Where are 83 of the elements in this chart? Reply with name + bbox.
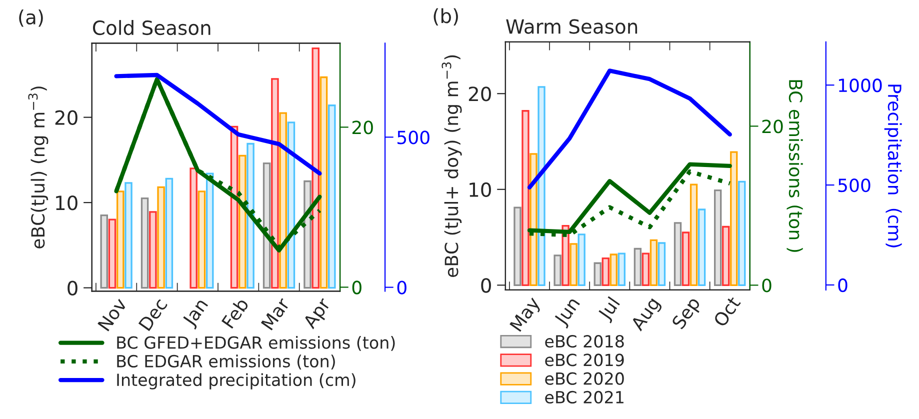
y2-tick-label: 20: [352, 120, 373, 134]
bar: [530, 153, 538, 286]
bar: [246, 142, 254, 289]
x-tick-label: Oct: [712, 295, 742, 328]
y-tick-label: 10: [56, 196, 78, 210]
y-axis-title: eBC (tJul+ doy) (ng m$^{−3}$): [442, 55, 462, 278]
y2-tick-label: 0: [352, 280, 362, 294]
bar: [262, 162, 271, 289]
y-tick-label: 10: [470, 182, 491, 198]
bar: [157, 186, 165, 289]
legend-label: BC EDGAR emissions (ton): [117, 354, 335, 370]
bar: [554, 254, 562, 286]
bar: [698, 208, 706, 286]
bar: [650, 239, 658, 286]
bar: [100, 214, 108, 289]
bar: [304, 180, 312, 289]
bar: [730, 151, 738, 286]
y3-tick-label: 500: [838, 178, 870, 192]
text: (a): [19, 9, 43, 27]
bar: [578, 234, 586, 286]
chart-title: Warm Season: [506, 19, 638, 34]
y-tick-label: 20: [55, 110, 78, 125]
bar: [682, 232, 690, 286]
bar: [514, 206, 522, 286]
x-tick-label: Sep: [671, 296, 704, 332]
y3-tick-label: 500: [398, 130, 430, 144]
bar: [658, 242, 666, 286]
bar: [722, 226, 730, 286]
legend-label: eBC 2019: [545, 354, 624, 366]
y3-axis-title: Precipitation (cm): [884, 84, 902, 248]
bar: [206, 172, 214, 289]
y2-tick-label: 0: [762, 278, 772, 292]
y-tick-label: 0: [68, 280, 78, 296]
bar: [674, 222, 682, 286]
bar: [522, 110, 530, 286]
chart-title: Cold Season: [92, 20, 210, 36]
bar: [312, 47, 320, 289]
y2-tick-label: 20: [762, 120, 783, 134]
bar: [271, 78, 279, 289]
bar: [610, 254, 618, 286]
line-series: [114, 72, 322, 176]
legend-label: Integrated precipitation (cm): [117, 373, 356, 390]
legend-label: eBC 2020: [545, 372, 624, 385]
x-tick-label: Feb: [221, 296, 250, 329]
bar: [602, 258, 610, 286]
y3-tick-label: 0: [397, 280, 406, 294]
bar: [140, 197, 149, 289]
y-tick-label: 20: [468, 86, 491, 102]
x-tick-label: Jul: [596, 296, 623, 324]
bar: [149, 211, 157, 289]
bar: [618, 252, 626, 286]
y3-tick-label: 0: [838, 278, 848, 292]
bar: [320, 76, 328, 289]
bar: [116, 190, 124, 289]
legend-label: eBC 2021: [545, 390, 624, 404]
line-series: [527, 68, 732, 190]
bar: [279, 112, 287, 289]
bar: [198, 190, 206, 289]
y3-tick-label: 1000: [839, 78, 882, 92]
bar: [594, 262, 602, 286]
bar: [190, 168, 198, 289]
bar: [690, 184, 698, 286]
x-tick-label: Jan: [182, 298, 211, 330]
bar: [108, 218, 116, 289]
bar: [230, 126, 238, 289]
bar: [238, 154, 246, 289]
text: (b): [434, 8, 458, 26]
bar: [287, 122, 296, 289]
y-tick-label: 0: [481, 278, 491, 293]
bar: [538, 86, 546, 286]
bar: [738, 180, 746, 286]
bar: [634, 248, 642, 286]
bar: [714, 190, 722, 286]
bar: [165, 178, 174, 289]
y-axis-title: eBC(tJul) (ng m$^{−3}$): [28, 86, 48, 248]
bar: [570, 243, 578, 286]
bar: [328, 104, 336, 289]
legend-label: eBC 2018: [545, 335, 624, 348]
x-tick-label: Jun: [553, 296, 583, 329]
bar: [124, 182, 132, 289]
legend-label: BC GFED+EDGAR emissions (ton): [117, 336, 395, 351]
bar: [642, 252, 650, 286]
y2-axis-title: BC emissions (ton ): [786, 80, 803, 252]
